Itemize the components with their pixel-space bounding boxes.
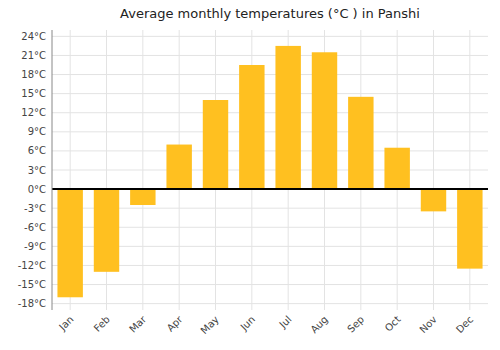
- chart: Average monthly temperatures (°C ) in Pa…: [0, 0, 500, 350]
- bar: [348, 97, 373, 189]
- y-tick-label: -6°C: [24, 222, 46, 233]
- x-tick-label: Nov: [417, 314, 439, 336]
- y-grid-line: [52, 93, 488, 94]
- y-grid-line: [52, 150, 488, 151]
- y-tick-label: 21°C: [21, 50, 46, 61]
- y-grid-line: [52, 112, 488, 113]
- chart-container: Average monthly temperatures (°C ) in Pa…: [0, 0, 500, 350]
- y-tick-label: 15°C: [21, 88, 46, 99]
- y-grid-line: [52, 36, 488, 37]
- zero-line: [52, 188, 488, 190]
- y-grid-line: [52, 284, 488, 285]
- y-tick-label: -9°C: [24, 241, 46, 252]
- bar: [166, 145, 191, 190]
- x-tick-label: Mar: [127, 313, 149, 335]
- x-tick-label: Jul: [277, 314, 294, 331]
- y-tick-label: 18°C: [21, 69, 46, 80]
- x-tick-label: Apr: [165, 313, 186, 334]
- x-tick-label: Jun: [238, 314, 258, 334]
- y-grid-line: [52, 303, 488, 304]
- y-tick-label: -3°C: [24, 203, 46, 214]
- bar: [384, 148, 409, 189]
- y-tick-label: -15°C: [18, 279, 46, 290]
- y-tick-label: 24°C: [21, 31, 46, 42]
- x-tick-label: Oct: [383, 314, 403, 334]
- grid: [52, 30, 488, 310]
- y-grid-line: [52, 55, 488, 56]
- y-grid-line: [52, 131, 488, 132]
- bar: [421, 189, 446, 211]
- y-tick-label: 9°C: [28, 126, 46, 137]
- x-tick-label: Dec: [454, 314, 475, 335]
- y-grid-line: [52, 170, 488, 171]
- bar: [457, 189, 482, 269]
- y-tick-label: 0°C: [28, 184, 46, 195]
- x-tick-label: May: [199, 314, 221, 336]
- x-tick-label: Feb: [92, 314, 112, 334]
- bar: [130, 189, 155, 205]
- x-tick-label: Jan: [56, 314, 75, 333]
- y-tick-label: 3°C: [28, 165, 46, 176]
- x-grid-line: [433, 30, 434, 310]
- y-tick-label: -18°C: [18, 298, 46, 309]
- x-tick-label: Aug: [308, 314, 330, 336]
- y-grid-line: [52, 74, 488, 75]
- bar: [94, 189, 119, 272]
- bar: [203, 100, 228, 189]
- bar: [57, 189, 82, 297]
- y-tick-label: 6°C: [28, 145, 46, 156]
- title: Average monthly temperatures (°C ) in Pa…: [120, 6, 420, 21]
- bars: [57, 46, 482, 297]
- y-axis-line: [52, 30, 53, 310]
- x-grid-line: [142, 30, 143, 310]
- y-tick-label: -12°C: [18, 260, 46, 271]
- y-grid-line: [52, 189, 488, 190]
- y-tick-label: 12°C: [21, 107, 46, 118]
- bar: [239, 65, 264, 189]
- x-tick-label: Sep: [345, 314, 366, 335]
- bar: [275, 46, 300, 189]
- bar: [312, 52, 337, 189]
